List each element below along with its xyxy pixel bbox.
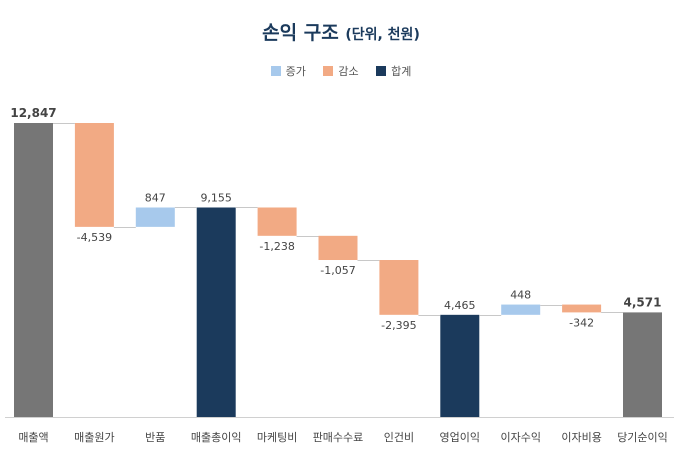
bar-매출원가 [74, 123, 114, 227]
data-label: 448 [510, 289, 531, 302]
subtitle-text: (단위, 천원) [345, 27, 420, 43]
bar-이자수익 [501, 304, 541, 315]
data-label: 12,847 [10, 106, 56, 120]
data-label: -1,057 [320, 264, 355, 277]
bar-영업이익 [440, 314, 480, 417]
legend-item-total: 합계 [376, 63, 411, 79]
chart-title: 손익 구조 (단위, 천원) [0, 18, 682, 45]
bar-마케팅비 [257, 207, 297, 236]
legend-swatch [376, 66, 387, 76]
data-label: 9,155 [200, 191, 232, 204]
bar-인건비 [379, 260, 419, 315]
legend-swatch [323, 66, 334, 76]
data-label: 4,571 [624, 295, 662, 309]
data-label: -342 [569, 316, 594, 329]
legend-label: 합계 [391, 65, 412, 78]
x-tick-label: 매출액 [18, 431, 48, 444]
data-label: -2,395 [381, 319, 416, 332]
x-tick-label: 반품 [145, 431, 165, 444]
x-tick-label: 판매수수료 [313, 431, 364, 444]
x-tick-label: 영업이익 [440, 431, 480, 444]
data-label: 4,465 [444, 299, 476, 312]
x-tick-label: 매출총이익 [191, 431, 242, 444]
bar-반품 [135, 207, 175, 227]
bar-이자비용 [562, 304, 602, 313]
x-tick-label: 매출원가 [74, 431, 114, 444]
title-text: 손익 구조 [262, 22, 339, 44]
x-tick-label: 마케팅비 [257, 431, 297, 444]
data-label: 847 [145, 191, 166, 204]
bar-당기순이익 [623, 312, 662, 417]
legend-label: 증가 [285, 65, 306, 78]
x-tick-label: 인건비 [384, 431, 414, 444]
legend-item-increase: 증가 [270, 63, 306, 79]
data-label: -1,238 [259, 240, 294, 253]
x-tick-label: 이자비용 [561, 431, 601, 444]
legend-swatch [270, 66, 281, 76]
bar-매출액 [14, 123, 53, 417]
legend-item-decrease: 감소 [323, 63, 359, 79]
x-tick-label: 이자수익 [500, 431, 540, 444]
legend: 증가 감소 합계 [0, 63, 682, 79]
legend-label: 감소 [338, 65, 359, 78]
x-tick-label: 당기순이익 [617, 431, 668, 444]
bar-매출총이익 [196, 207, 236, 417]
data-label: -4,539 [77, 231, 112, 244]
bar-판매수수료 [318, 235, 358, 261]
